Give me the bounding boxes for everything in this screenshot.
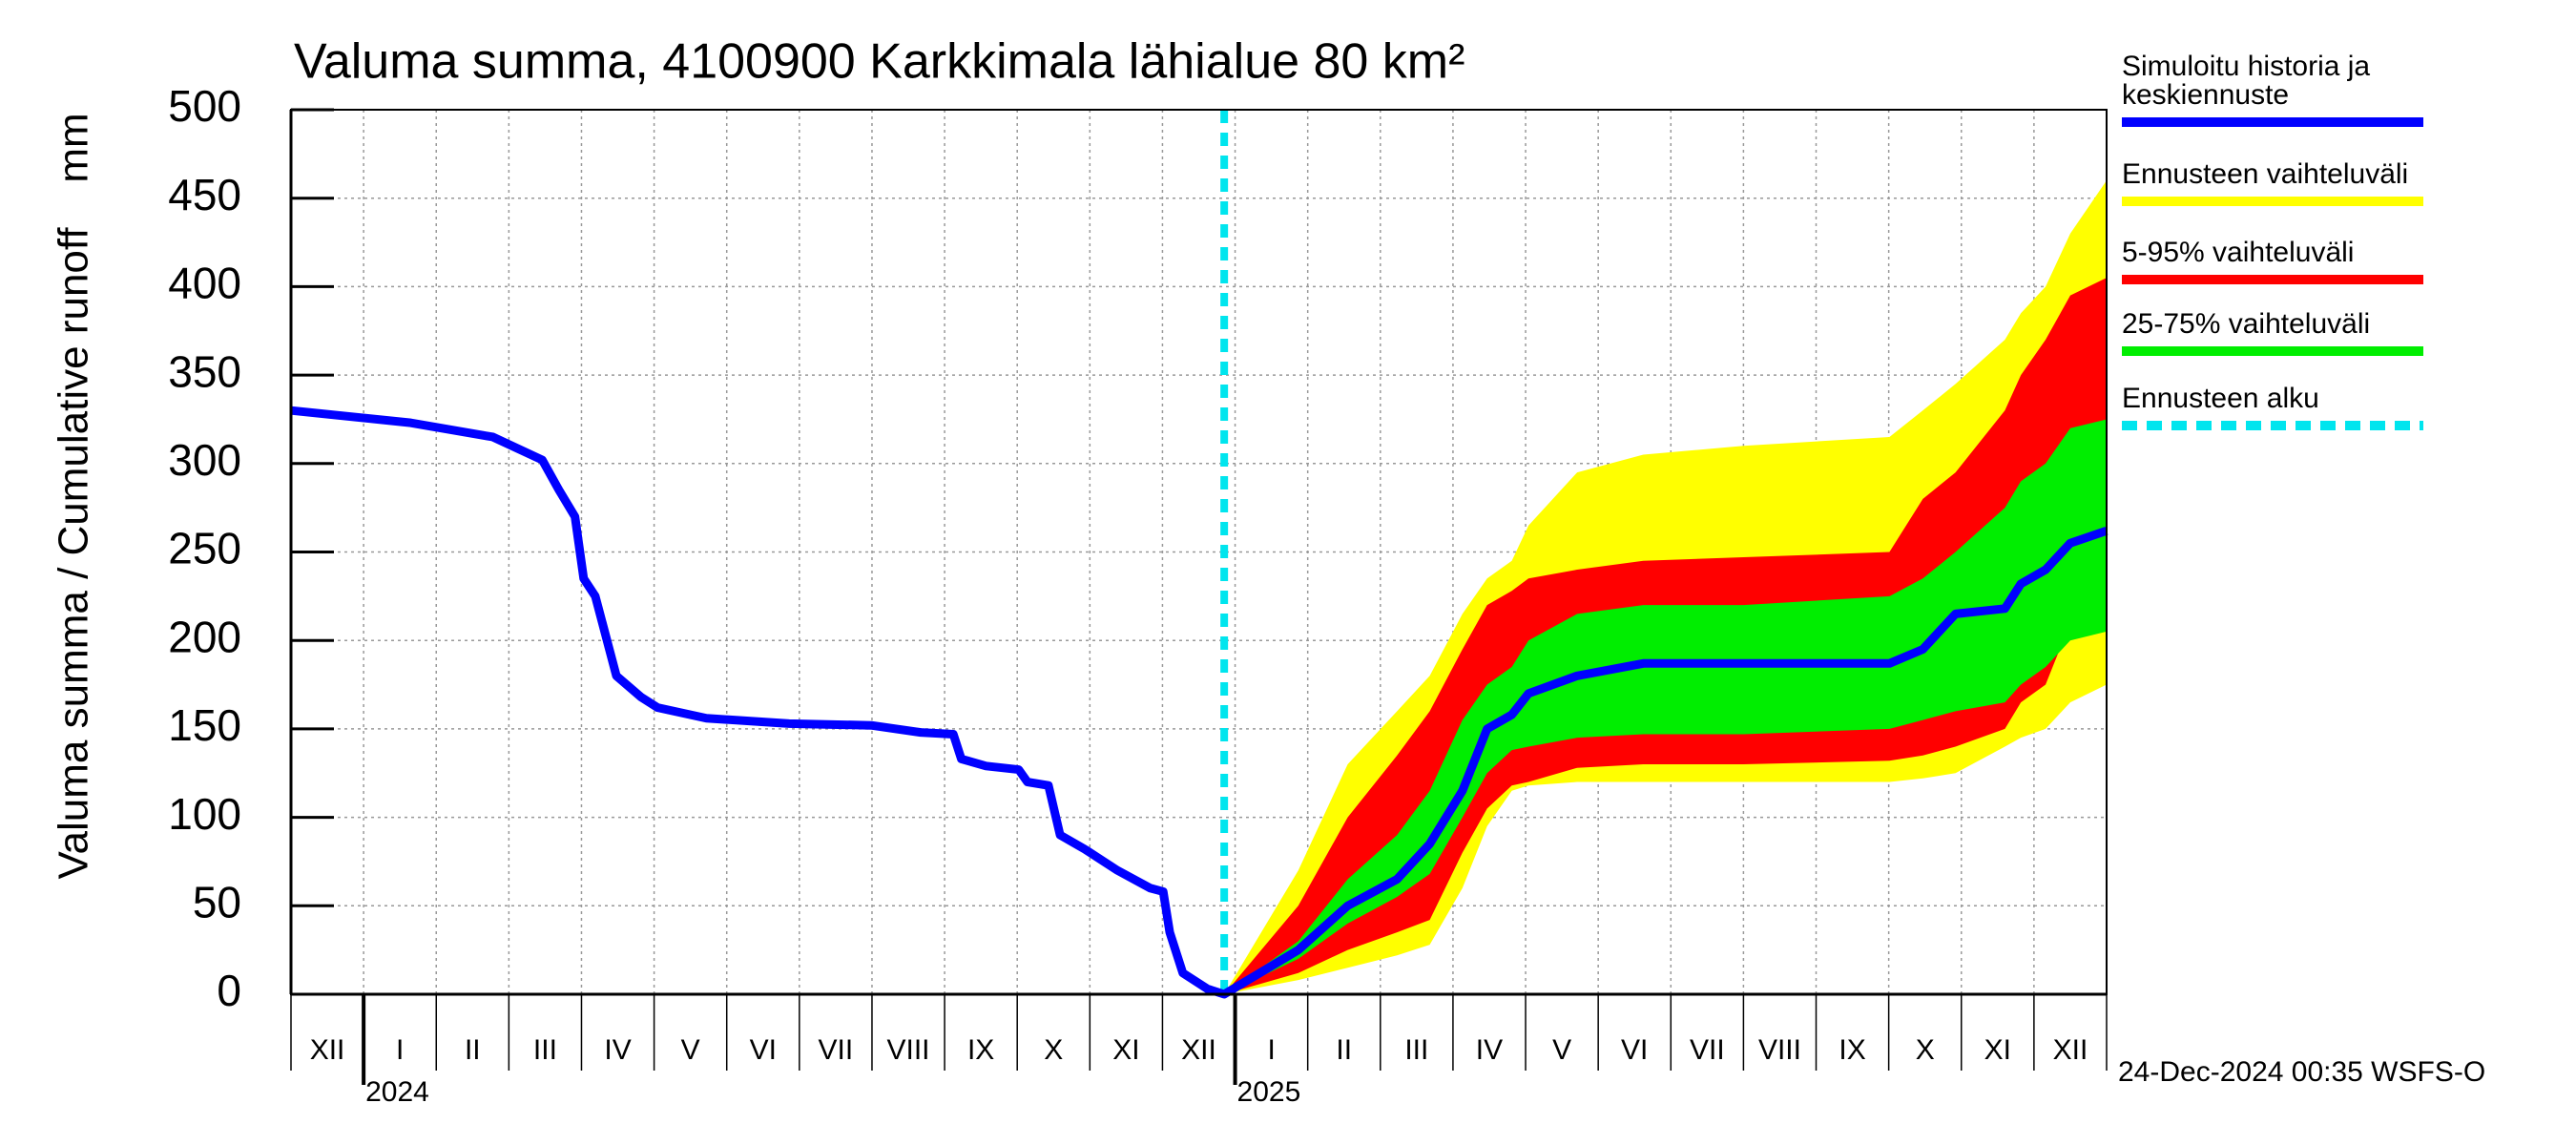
x-tick-label: IV <box>604 1034 631 1066</box>
legend-label: 25-75% vaihteluväli <box>2122 308 2371 340</box>
x-tick-label: X <box>1044 1034 1063 1066</box>
legend-swatch <box>2122 117 2423 127</box>
x-tick-label: IV <box>1476 1034 1503 1066</box>
legend-entry: Ennusteen vaihteluväli <box>2122 160 2427 206</box>
x-tick-label: XI <box>1112 1034 1139 1066</box>
x-tick-label: II <box>465 1034 481 1066</box>
x-tick-label: I <box>396 1034 404 1066</box>
x-tick-label: III <box>1404 1034 1428 1066</box>
y-tick-label: 400 <box>168 259 241 308</box>
legend-label: 5-95% vaihteluväli <box>2122 237 2355 268</box>
x-tick-label: II <box>1336 1034 1352 1066</box>
year-label: 2025 <box>1237 1076 1301 1108</box>
legend-label: Ennusteen alku <box>2122 383 2319 414</box>
x-tick-label: VIII <box>887 1034 930 1066</box>
y-tick-label: 500 <box>168 81 241 131</box>
x-tick-label: VII <box>1690 1034 1725 1066</box>
x-tick-label: XII <box>1181 1034 1216 1066</box>
x-tick-label: V <box>1552 1034 1571 1066</box>
legend-swatch <box>2122 421 2423 430</box>
legend-entry: 25-75% vaihteluväli <box>2122 310 2427 356</box>
chart-title: Valuma summa, 4100900 Karkkimala lähialu… <box>294 34 1465 90</box>
x-tick-label: VIII <box>1758 1034 1801 1066</box>
y-tick-label: 200 <box>168 612 241 661</box>
y-tick-label: 150 <box>168 700 241 750</box>
timestamp: 24-Dec-2024 00:35 WSFS-O <box>2118 1056 2485 1088</box>
legend-swatch <box>2122 197 2423 206</box>
x-tick-label: XI <box>1984 1034 2011 1066</box>
y-tick-label: 250 <box>168 524 241 573</box>
x-tick-label: III <box>533 1034 557 1066</box>
series-line <box>290 406 2109 999</box>
x-tick-label: VI <box>1621 1034 1648 1066</box>
legend-entry: Simuloitu historia ja keskiennuste <box>2122 52 2427 127</box>
y-tick-label: 50 <box>193 877 241 926</box>
legend-swatch <box>2122 346 2423 356</box>
y-tick-label: 0 <box>217 966 241 1015</box>
legend-swatch <box>2122 275 2423 284</box>
legend-label: Ennusteen vaihteluväli <box>2122 158 2409 190</box>
x-tick-label: IX <box>1839 1034 1865 1066</box>
forecast-band <box>1224 419 2107 994</box>
y-axis-label: Valuma summa / Cumulative runoff <box>51 227 97 880</box>
legend-label: Simuloitu historia ja keskiennuste <box>2122 51 2371 111</box>
y-tick-label: 450 <box>168 170 241 219</box>
x-tick-label: X <box>1916 1034 1935 1066</box>
year-label: 2024 <box>365 1076 429 1108</box>
legend-entry: 5-95% vaihteluväli <box>2122 239 2427 284</box>
x-tick-label: I <box>1267 1034 1275 1066</box>
x-tick-label: XII <box>2053 1034 2088 1066</box>
x-tick-label: VII <box>819 1034 854 1066</box>
y-axis-unit: mm <box>51 113 97 182</box>
legend-entry: Ennusteen alku <box>2122 385 2427 430</box>
y-tick-label: 300 <box>168 435 241 485</box>
x-tick-label: IX <box>967 1034 994 1066</box>
y-tick-label: 350 <box>168 346 241 396</box>
x-tick-label: VI <box>750 1034 777 1066</box>
x-tick-label: V <box>681 1034 700 1066</box>
x-tick-label: XII <box>310 1034 345 1066</box>
y-tick-label: 100 <box>168 789 241 839</box>
